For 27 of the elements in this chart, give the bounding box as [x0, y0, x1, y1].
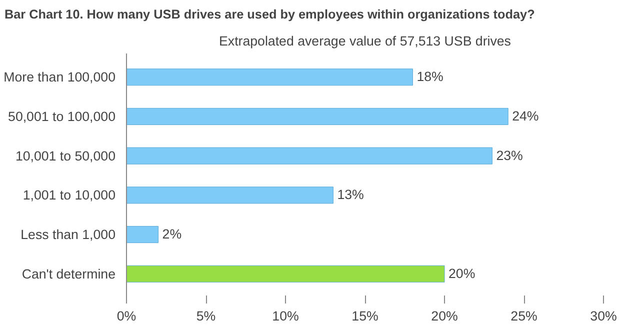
data-label: 20% [448, 266, 476, 281]
y-tick-label: Less than 1,000 [20, 227, 116, 242]
x-tick-label: 5% [196, 308, 216, 324]
data-label: 23% [496, 148, 524, 163]
data-label: 13% [337, 187, 364, 202]
x-tick-label: 15% [352, 308, 378, 324]
y-tick-label: Can't determine [22, 266, 116, 282]
y-tick-label: More than 100,000 [4, 70, 116, 85]
data-label: 2% [162, 226, 182, 242]
x-tick-label: 25% [510, 308, 538, 324]
y-tick-label: 50,001 to 100,000 [8, 108, 116, 124]
y-tick-label: 10,001 to 50,000 [15, 148, 116, 164]
chart-subtitle: Extrapolated average value of 57,513 USB drives [219, 34, 512, 48]
x-tick-label: 30% [590, 308, 617, 324]
y-tick-label: 1,001 to 10,000 [22, 188, 116, 203]
bar [126, 265, 445, 282]
x-tick-label: 20% [431, 308, 458, 324]
data-label: 24% [512, 108, 539, 124]
x-tick-label: 10% [272, 308, 299, 324]
bar [126, 68, 413, 86]
bar [126, 186, 334, 204]
bar [126, 108, 508, 125]
bar [126, 147, 492, 164]
data-label: 18% [416, 69, 444, 84]
chart-title: Bar Chart 10. How many USB drives are used by employees within organizations today? [4, 8, 535, 22]
x-tick-label: 0% [116, 308, 136, 324]
bar [126, 226, 159, 244]
